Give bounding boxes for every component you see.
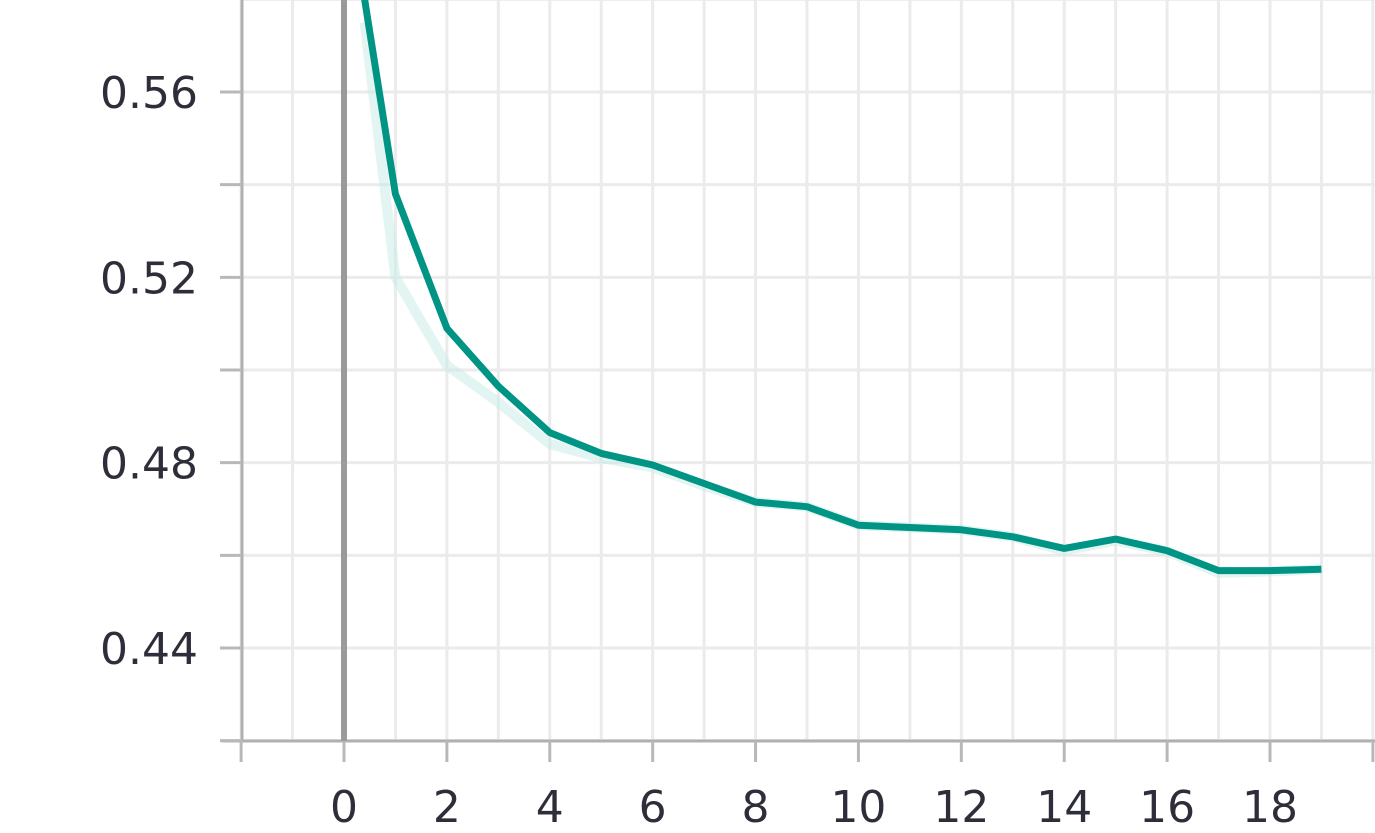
tick-labels: 0.44 0.48 0.52 0.56 0 2 4 6 8 10 12 14 16 18: [100, 68, 1298, 833]
series: [359, 0, 1322, 578]
x-tick-label: 16: [1139, 782, 1195, 833]
grid: [239, 0, 1375, 743]
x-tick-label: 12: [933, 782, 989, 833]
x-tick-label: 18: [1242, 782, 1298, 833]
axes: [220, 0, 1375, 762]
x-tick-label: 4: [536, 782, 564, 833]
x-tick-label: 10: [830, 782, 886, 833]
x-tick-label: 8: [742, 782, 770, 833]
y-tick-label: 0.52: [100, 253, 198, 304]
x-tick-label: 14: [1036, 782, 1092, 833]
smoothed-series-line: [359, 21, 1322, 578]
y-tick-label: 0.44: [100, 624, 198, 675]
x-tick-label: 2: [433, 782, 461, 833]
x-tick-label: 6: [639, 782, 667, 833]
y-tick-label: 0.56: [100, 68, 198, 119]
x-tick-label: 0: [330, 782, 358, 833]
y-tick-label: 0.48: [100, 439, 198, 490]
series-line: [361, 0, 1322, 575]
